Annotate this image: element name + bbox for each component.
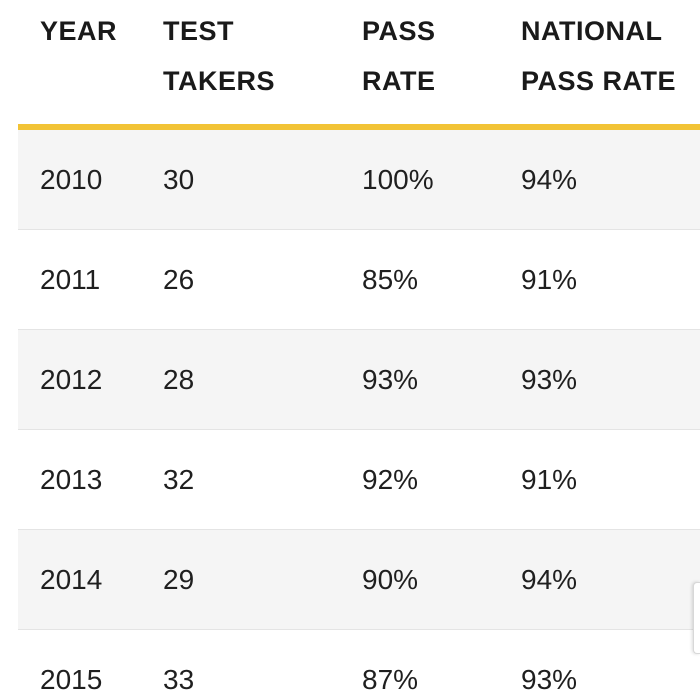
cell-test-takers: 29 [163,564,195,595]
table-row: 2010 30 100% 94% [18,130,700,230]
cell-year: 2012 [40,364,103,395]
cell-pass-rate: 87% [362,664,419,695]
cell-pass-rate: 92% [362,464,419,495]
header-year: YEAR [40,6,117,56]
side-panel-tab[interactable] [693,582,700,654]
cell-pass-rate: 85% [362,264,419,295]
cell-national-pass-rate: 94% [521,164,578,195]
table-header: YEAR TEST TAKERS PASS RATE NATIONAL PASS… [18,0,700,128]
header-pass-rate: PASS RATE [362,6,436,106]
header-national-pass-rate-line-1: NATIONAL [521,16,663,46]
cell-test-takers: 32 [163,464,195,495]
cell-national-pass-rate: 91% [521,464,578,495]
table-row: 2013 32 92% 91% [18,430,700,530]
header-test-takers-line-2: TAKERS [163,66,276,96]
cell-test-takers: 30 [163,164,195,195]
cell-year: 2010 [40,164,103,195]
header-national-pass-rate: NATIONAL PASS RATE [521,6,676,106]
cell-test-takers: 33 [163,664,195,695]
cell-national-pass-rate: 94% [521,564,578,595]
cell-test-takers: 28 [163,364,195,395]
table-row: 2012 28 93% 93% [18,330,700,430]
header-pass-rate-line-1: PASS [362,16,436,46]
table-body: 2010 30 100% 94% 2011 26 85% 91% 2012 28… [18,130,700,700]
cell-national-pass-rate: 93% [521,664,578,695]
cell-year: 2014 [40,564,103,595]
cell-pass-rate: 100% [362,164,434,195]
header-test-takers-line-1: TEST [163,16,235,46]
table-row: 2015 33 87% 93% [18,630,700,700]
cell-pass-rate: 90% [362,564,419,595]
header-test-takers: TEST TAKERS [163,6,275,106]
table-row: 2014 29 90% 94% [18,530,700,630]
cell-test-takers: 26 [163,264,195,295]
table-row: 2011 26 85% 91% [18,230,700,330]
cell-year: 2015 [40,664,103,695]
pass-rate-table: YEAR TEST TAKERS PASS RATE NATIONAL PASS… [18,0,700,700]
header-national-pass-rate-line-2: PASS RATE [521,66,677,96]
header-accent-rule [18,124,700,130]
header-pass-rate-line-2: RATE [362,66,436,96]
cell-national-pass-rate: 93% [521,364,578,395]
cell-pass-rate: 93% [362,364,419,395]
cell-year: 2011 [40,264,101,295]
cell-national-pass-rate: 91% [521,264,578,295]
header-year-line-1: YEAR [40,16,118,46]
cell-year: 2013 [40,464,103,495]
